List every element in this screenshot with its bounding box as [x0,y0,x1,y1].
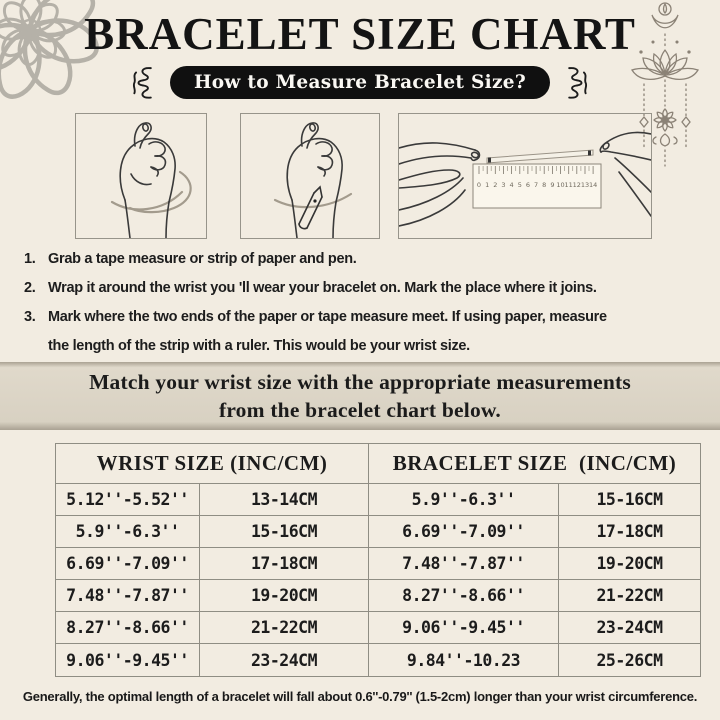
banner-line-2: from the bracelet chart below. [218,398,502,422]
step-number: 3. [24,309,36,325]
table-cell: 8.27''-8.66'' [369,580,559,612]
svg-text:8: 8 [542,181,546,189]
how-to-measure-badge: How to Measure Bracelet Size? [170,65,550,99]
wrist-size-header: WRIST SIZE (INC/CM) [56,444,369,484]
illustration-wrap-wrist [75,113,207,239]
illustration-measure-ruler: 0 1 2 3 4 5 6 7 8 9 10 11 12 13 14 [398,113,652,239]
svg-text:5: 5 [518,181,522,189]
bracelet-size-header: BRACELET SIZE (INC/CM) [369,444,700,484]
table-cell: 5.9''-6.3'' [56,516,200,548]
table-cell: 9.06''-9.45'' [369,612,559,644]
table-cell: 6.69''-7.09'' [369,516,559,548]
table-cell: 23-24CM [200,644,369,676]
svg-text:6: 6 [526,181,530,189]
step-number: 1. [24,251,36,267]
table-cell: 19-20CM [200,580,369,612]
svg-text:3: 3 [501,181,505,189]
table-cell: 13-14CM [200,484,369,516]
step-3: 3. Mark where the two ends of the paper … [24,303,607,332]
table-cell: 21-22CM [200,612,369,644]
step-text: Grab a tape measure or strip of paper an… [48,251,357,267]
step-text: Mark where the two ends of the paper or … [48,309,607,325]
table-cell: 5.12''-5.52'' [56,484,200,516]
match-size-banner: Match your wrist size with the appropria… [0,362,720,430]
svg-text:1: 1 [485,181,489,189]
subtitle-badge-row: How to Measure Bracelet Size? [0,62,720,102]
measuring-steps-list: 1. Grab a tape measure or strip of paper… [24,245,607,361]
table-cell: 8.27''-8.66'' [56,612,200,644]
table-cell: 9.84''-10.23 [369,644,559,676]
svg-text:13: 13 [581,181,589,189]
svg-text:11: 11 [565,181,573,189]
illustration-mark-wrist [240,113,380,239]
svg-text:7: 7 [534,181,538,189]
step-2: 2. Wrap it around the wrist you 'll wear… [24,274,607,303]
flourish-left-icon [132,67,152,99]
table-cell: 25-26CM [596,650,663,670]
svg-text:2: 2 [493,181,497,189]
step-text: Wrap it around the wrist you 'll wear yo… [48,280,597,296]
footnote: Generally, the optimal length of a brace… [22,689,698,704]
table-cell: 21-22CM [559,580,700,612]
ruler-scale: 0 1 2 3 4 5 6 7 8 9 10 11 12 13 14 [477,181,597,189]
table-cell: 17-18CM [559,516,700,548]
table-cell: 7.48''-7.87'' [56,580,200,612]
banner-line-1: Match your wrist size with the appropria… [89,369,631,394]
svg-text:0: 0 [477,181,481,189]
table-cell: 5.9''-6.3'' [369,484,559,516]
table-cell: 6.69''-7.09'' [56,548,200,580]
svg-text:4: 4 [510,181,514,189]
step-3-continued: the length of the strip with a ruler. Th… [24,332,607,361]
size-table: WRIST SIZE (INC/CM) BRACELET SIZE (INC/C… [55,443,701,677]
svg-text:10: 10 [556,181,564,189]
step-text: the length of the strip with a ruler. Th… [48,338,470,354]
step-number: 2. [24,280,36,296]
table-cell: 7.48''-7.87'' [369,548,559,580]
step-1: 1. Grab a tape measure or strip of paper… [24,245,607,274]
svg-text:14: 14 [589,181,597,189]
table-cell: 19-20CM [559,548,700,580]
svg-text:12: 12 [573,181,581,189]
svg-text:9: 9 [550,181,554,189]
table-cell: 15-16CM [559,484,700,516]
page-title: BRACELET SIZE CHART [84,9,636,59]
table-cell: 23-24CM [559,612,700,644]
table-cell: 9.06''-9.45'' [56,644,200,676]
table-cell: 15-16CM [200,516,369,548]
flourish-right-icon [568,67,588,99]
table-cell: 17-18CM [200,548,369,580]
